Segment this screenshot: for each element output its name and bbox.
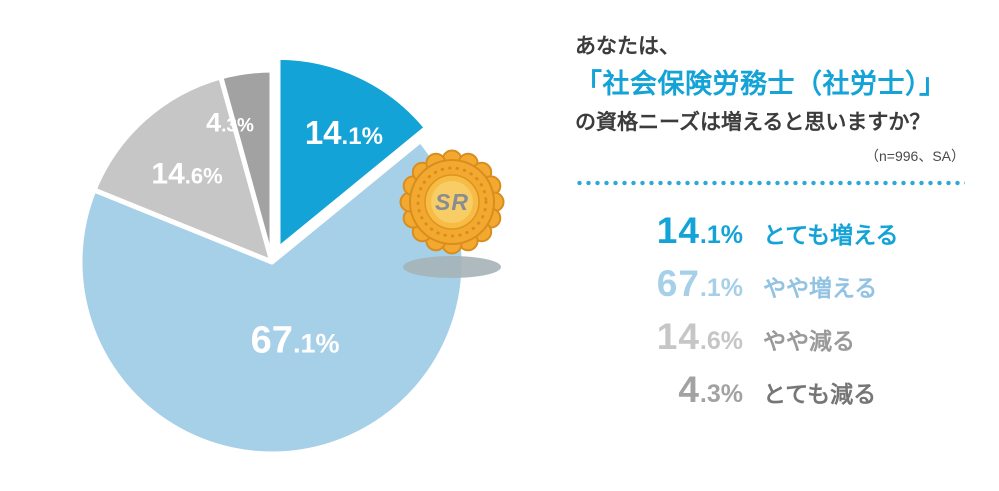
legend-value: 14.6% bbox=[656, 316, 743, 358]
legend-row-0: 14.1% とても増える bbox=[591, 210, 965, 252]
pie-chart: 14.1% 67.1% 14.6% 4.3% SR bbox=[80, 54, 505, 454]
badge-shadow bbox=[403, 256, 501, 278]
pie-slice-value-label: 67.1% bbox=[251, 320, 340, 362]
legend-row-2: 14.6% やや減る bbox=[591, 316, 965, 358]
pie-slice-0 bbox=[275, 54, 430, 252]
question-panel: あなたは、 「社会保険労務士（社労士）」 の資格ニーズは増えると思いますか？ （… bbox=[575, 32, 965, 422]
pie-slice-3 bbox=[218, 67, 275, 265]
pie-slice-2 bbox=[91, 74, 275, 265]
sr-badge-icon: SR bbox=[399, 149, 505, 278]
question-line-1: あなたは、 bbox=[575, 35, 680, 58]
sample-note: （n=996、SA） bbox=[865, 148, 965, 165]
badge-dotted-ring bbox=[416, 166, 488, 238]
legend-label: とても増える bbox=[763, 222, 899, 249]
pie-chart-area: 14.1% 67.1% 14.6% 4.3% SR bbox=[80, 54, 505, 454]
legend-label: やや増える bbox=[763, 275, 878, 302]
legend-label: やや減る bbox=[763, 328, 855, 355]
legend-value: 4.3% bbox=[678, 369, 743, 411]
legend-row-1: 67.1% やや増える bbox=[591, 263, 965, 305]
pie-slice-value-label: 14.6% bbox=[151, 158, 222, 191]
legend-label: とても減る bbox=[763, 381, 877, 408]
legend-value: 14.1% bbox=[656, 210, 743, 252]
question-line-2: 「社会保険労務士（社労士）」 bbox=[575, 69, 947, 100]
legend-value: 67.1% bbox=[656, 263, 743, 305]
badge-monogram: SR bbox=[435, 189, 469, 215]
pie-slice-value-label: 14.1% bbox=[305, 114, 383, 151]
legend: 14.1% とても増える 67.1% やや増える 14.6% やや減る 4.3% とても減る bbox=[575, 210, 965, 411]
legend-row-3: 4.3% とても減る bbox=[591, 369, 965, 411]
dotted-divider bbox=[575, 180, 965, 187]
pie-slice-value-label: 4.3% bbox=[206, 108, 254, 138]
question-line-3: の資格ニーズは増えると思いますか？ bbox=[575, 110, 931, 134]
badge-center bbox=[431, 181, 473, 223]
